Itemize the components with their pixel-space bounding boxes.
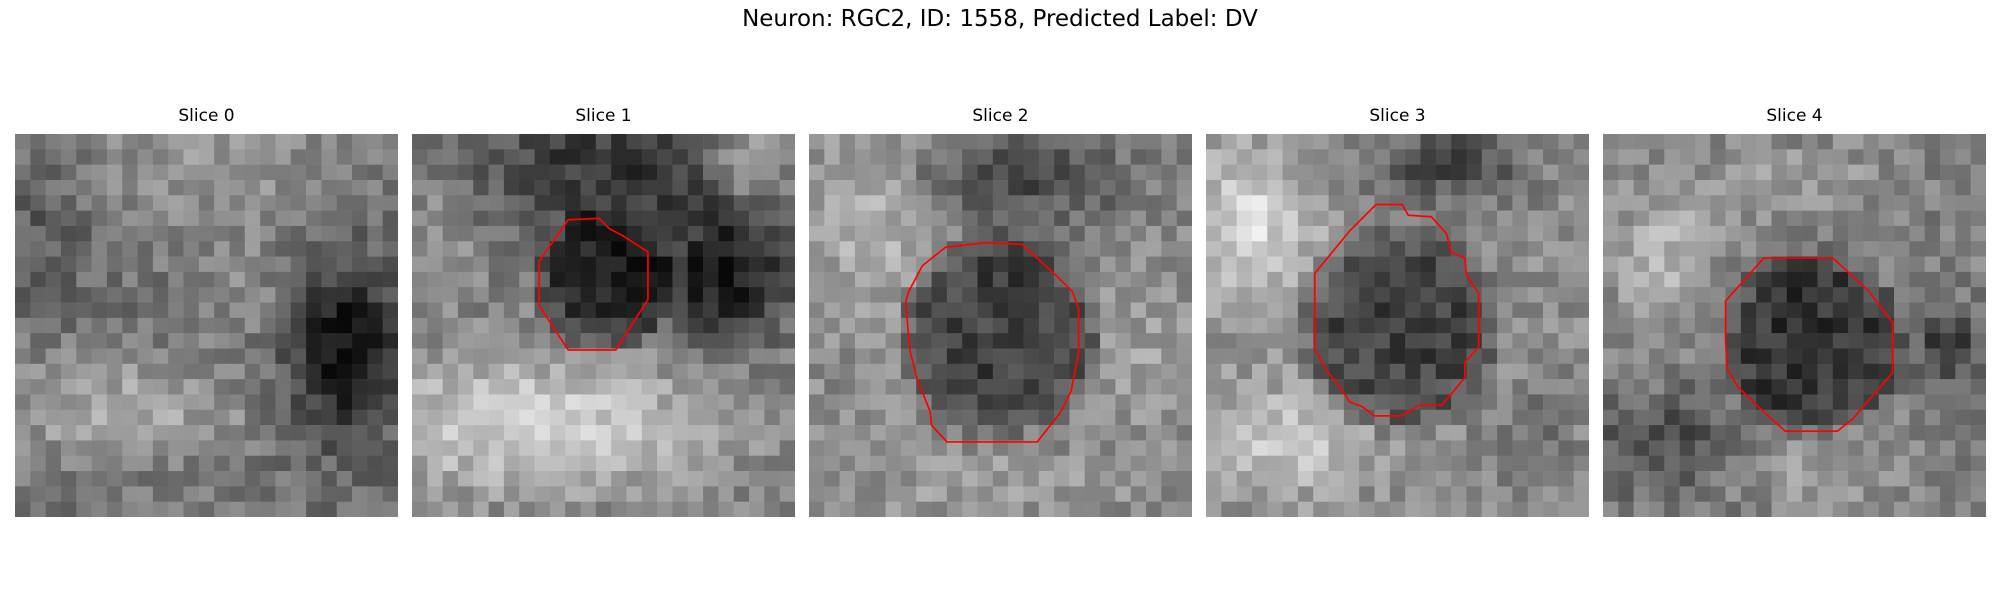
slice-image [1206, 134, 1589, 517]
slice-image [412, 134, 795, 517]
pixel-grid [1603, 134, 1986, 517]
slice-title: Slice 4 [1766, 106, 1823, 126]
pixel-grid [1206, 134, 1589, 517]
slice-image [809, 134, 1192, 517]
neuron-contour [538, 217, 649, 351]
slice-title: Slice 0 [178, 106, 235, 126]
pixel-grid [412, 134, 795, 517]
neuron-contour [1313, 203, 1480, 417]
slice-title: Slice 2 [972, 106, 1029, 126]
figure-title: Neuron: RGC2, ID: 1558, Predicted Label:… [742, 6, 1258, 32]
neuron-contour [1724, 257, 1894, 433]
pixel-grid [15, 134, 398, 517]
slice-title: Slice 1 [575, 106, 632, 126]
slice-image [15, 134, 398, 517]
slice-image [1603, 134, 1986, 517]
pixel-grid [809, 134, 1192, 517]
slice-title: Slice 3 [1369, 106, 1426, 126]
neuron-contour [904, 241, 1080, 443]
